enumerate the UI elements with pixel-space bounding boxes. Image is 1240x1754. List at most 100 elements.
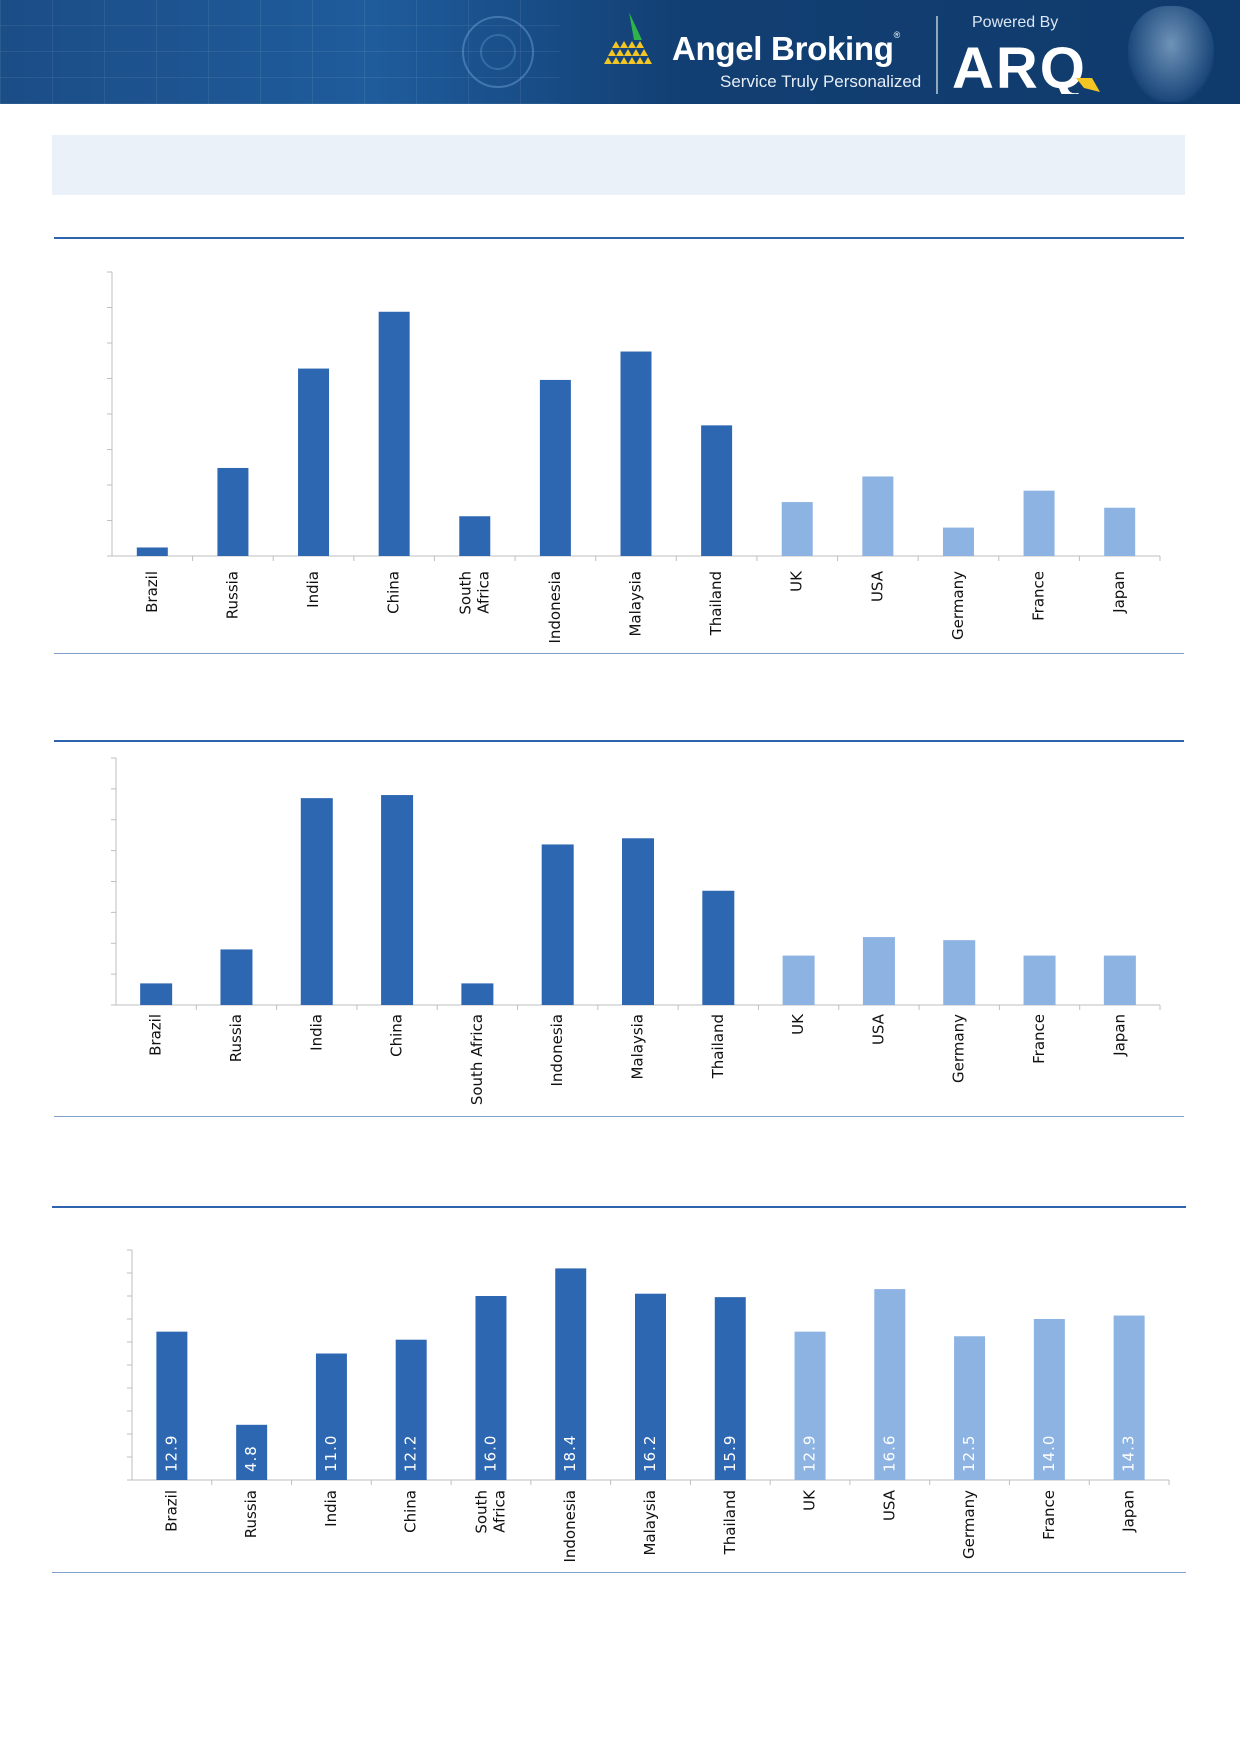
bar-brazil (136, 547, 168, 556)
x-tick-label-group: China (388, 1014, 406, 1057)
x-tick-label: Germany (950, 1014, 968, 1083)
title-box (52, 135, 1185, 195)
x-tick-label-group: Russia (223, 571, 241, 619)
x-tick-label-group: France (1040, 1490, 1058, 1540)
x-tick-label: Africa (474, 571, 492, 614)
bar-india (300, 798, 333, 1005)
data-label: 14.3 (1120, 1435, 1138, 1472)
x-tick-label-group: Thailand (707, 571, 725, 636)
data-label: 16.2 (641, 1435, 659, 1472)
bar-japan (1103, 955, 1136, 1005)
x-tick-label-group: India (307, 1014, 325, 1051)
x-tick-label: France (1030, 1014, 1048, 1064)
banner-robot-face-decoration (1128, 6, 1214, 102)
bar-usa (874, 1289, 906, 1480)
registered-mark: ® (893, 30, 901, 40)
x-tick-label: France (1040, 1490, 1058, 1540)
bar-chart-1: Brazil Russia India China South Africa Indones… (107, 271, 1161, 644)
bar-thailand (701, 425, 733, 556)
x-tick-label: China (388, 1014, 406, 1057)
x-tick-label-group: Russia (227, 1014, 245, 1062)
x-tick-label: Brazil (143, 571, 161, 613)
x-tick-label-group: France (1030, 571, 1048, 621)
x-tick-label: India (304, 571, 322, 608)
bar-russia (220, 949, 253, 1005)
brand-tagline: Service Truly Personalized (720, 72, 922, 91)
x-tick-label: Malaysia (641, 1490, 659, 1556)
x-tick-label: Russia (242, 1490, 260, 1538)
x-tick-label: China (385, 571, 403, 614)
x-tick-label-group: UK (789, 1013, 807, 1035)
x-tick-label: Brazil (162, 1490, 180, 1532)
bar-chart-3: 12.9 Brazil 4.8 Russia 11.0 India 12.2 China 16.… (127, 1249, 1170, 1563)
x-tick-label-group: India (304, 571, 322, 608)
bar-malaysia (622, 838, 654, 1005)
x-tick-label-group: Malaysia (629, 1014, 647, 1080)
x-tick-label-group: Brazil (162, 1490, 180, 1532)
section-rule-top-2 (54, 740, 1184, 742)
angel-broking-logo-icon (604, 12, 652, 64)
x-tick-label-group: Indonesia (561, 1490, 579, 1563)
x-tick-label-group: Brazil (147, 1014, 165, 1056)
data-label: 4.8 (242, 1445, 260, 1472)
bar-germany (942, 527, 974, 556)
section-rule-bottom-1 (54, 653, 1184, 654)
bar-germany (943, 940, 976, 1005)
bar-japan (1104, 507, 1136, 556)
x-tick-label: Thailand (721, 1490, 739, 1555)
x-tick-label-group: Germany (949, 571, 967, 640)
bar-india (298, 368, 330, 556)
bar-malaysia (635, 1293, 666, 1480)
x-tick-label: South Africa (468, 1014, 486, 1105)
x-tick-label: UK (789, 1013, 807, 1035)
arq-logo: ARQ (952, 38, 1100, 94)
bar-uk (794, 1331, 826, 1480)
bar-indonesia (555, 1268, 587, 1480)
bar-usa (862, 937, 895, 1005)
x-tick-label: USA (880, 1489, 898, 1521)
x-tick-label-group: USA (880, 1489, 898, 1521)
x-tick-label-group: UK (801, 1489, 819, 1511)
x-tick-label: Germany (960, 1490, 978, 1559)
bar-brazil (140, 983, 173, 1005)
data-label: 12.2 (402, 1435, 420, 1472)
data-label: 14.0 (1040, 1435, 1058, 1472)
bar-south-africa (475, 1296, 507, 1480)
bar-thailand (714, 1297, 746, 1480)
x-tick-label: USA (868, 570, 886, 602)
bar-brazil (156, 1331, 188, 1480)
x-tick-label-group: France (1030, 1014, 1048, 1064)
x-tick-label: Japan (1110, 571, 1128, 614)
data-label: 12.9 (162, 1435, 180, 1472)
x-tick-label-group: Malaysia (641, 1490, 659, 1556)
bar-japan (1113, 1315, 1145, 1480)
bar-france (1023, 490, 1055, 556)
x-tick-label: Malaysia (629, 1014, 647, 1080)
x-tick-label: France (1030, 571, 1048, 621)
data-label: 16.0 (481, 1435, 499, 1472)
arq-logo-text: ARQ (952, 38, 1087, 94)
x-tick-label-group: Brazil (143, 571, 161, 613)
banner-ring-decoration-inner (480, 34, 516, 70)
bar-china (395, 1339, 427, 1480)
x-tick-label: Thailand (709, 1014, 727, 1079)
x-tick-label: India (307, 1014, 325, 1051)
x-tick-label-group: USA (869, 1013, 887, 1045)
banner-ring-decoration (462, 16, 534, 88)
bar-indonesia (539, 379, 571, 556)
data-label: 12.5 (960, 1435, 978, 1472)
x-tick-label: Germany (949, 571, 967, 640)
bar-russia (236, 1424, 268, 1480)
x-tick-label-group: Japan (1110, 571, 1128, 614)
x-tick-label: Indonesia (561, 1490, 579, 1563)
x-tick-label-group: Malaysia (627, 571, 645, 637)
x-tick-label-group: South Africa (456, 571, 492, 615)
x-tick-label: USA (869, 1013, 887, 1045)
section-rule-top-3 (52, 1206, 1186, 1208)
x-tick-label-group: Germany (950, 1014, 968, 1083)
bar-germany (954, 1336, 986, 1480)
x-tick-label-group: South Africa (472, 1490, 508, 1534)
x-tick-label: Thailand (707, 571, 725, 636)
x-tick-label-group: China (385, 571, 403, 614)
x-tick-label: Africa (490, 1490, 508, 1533)
